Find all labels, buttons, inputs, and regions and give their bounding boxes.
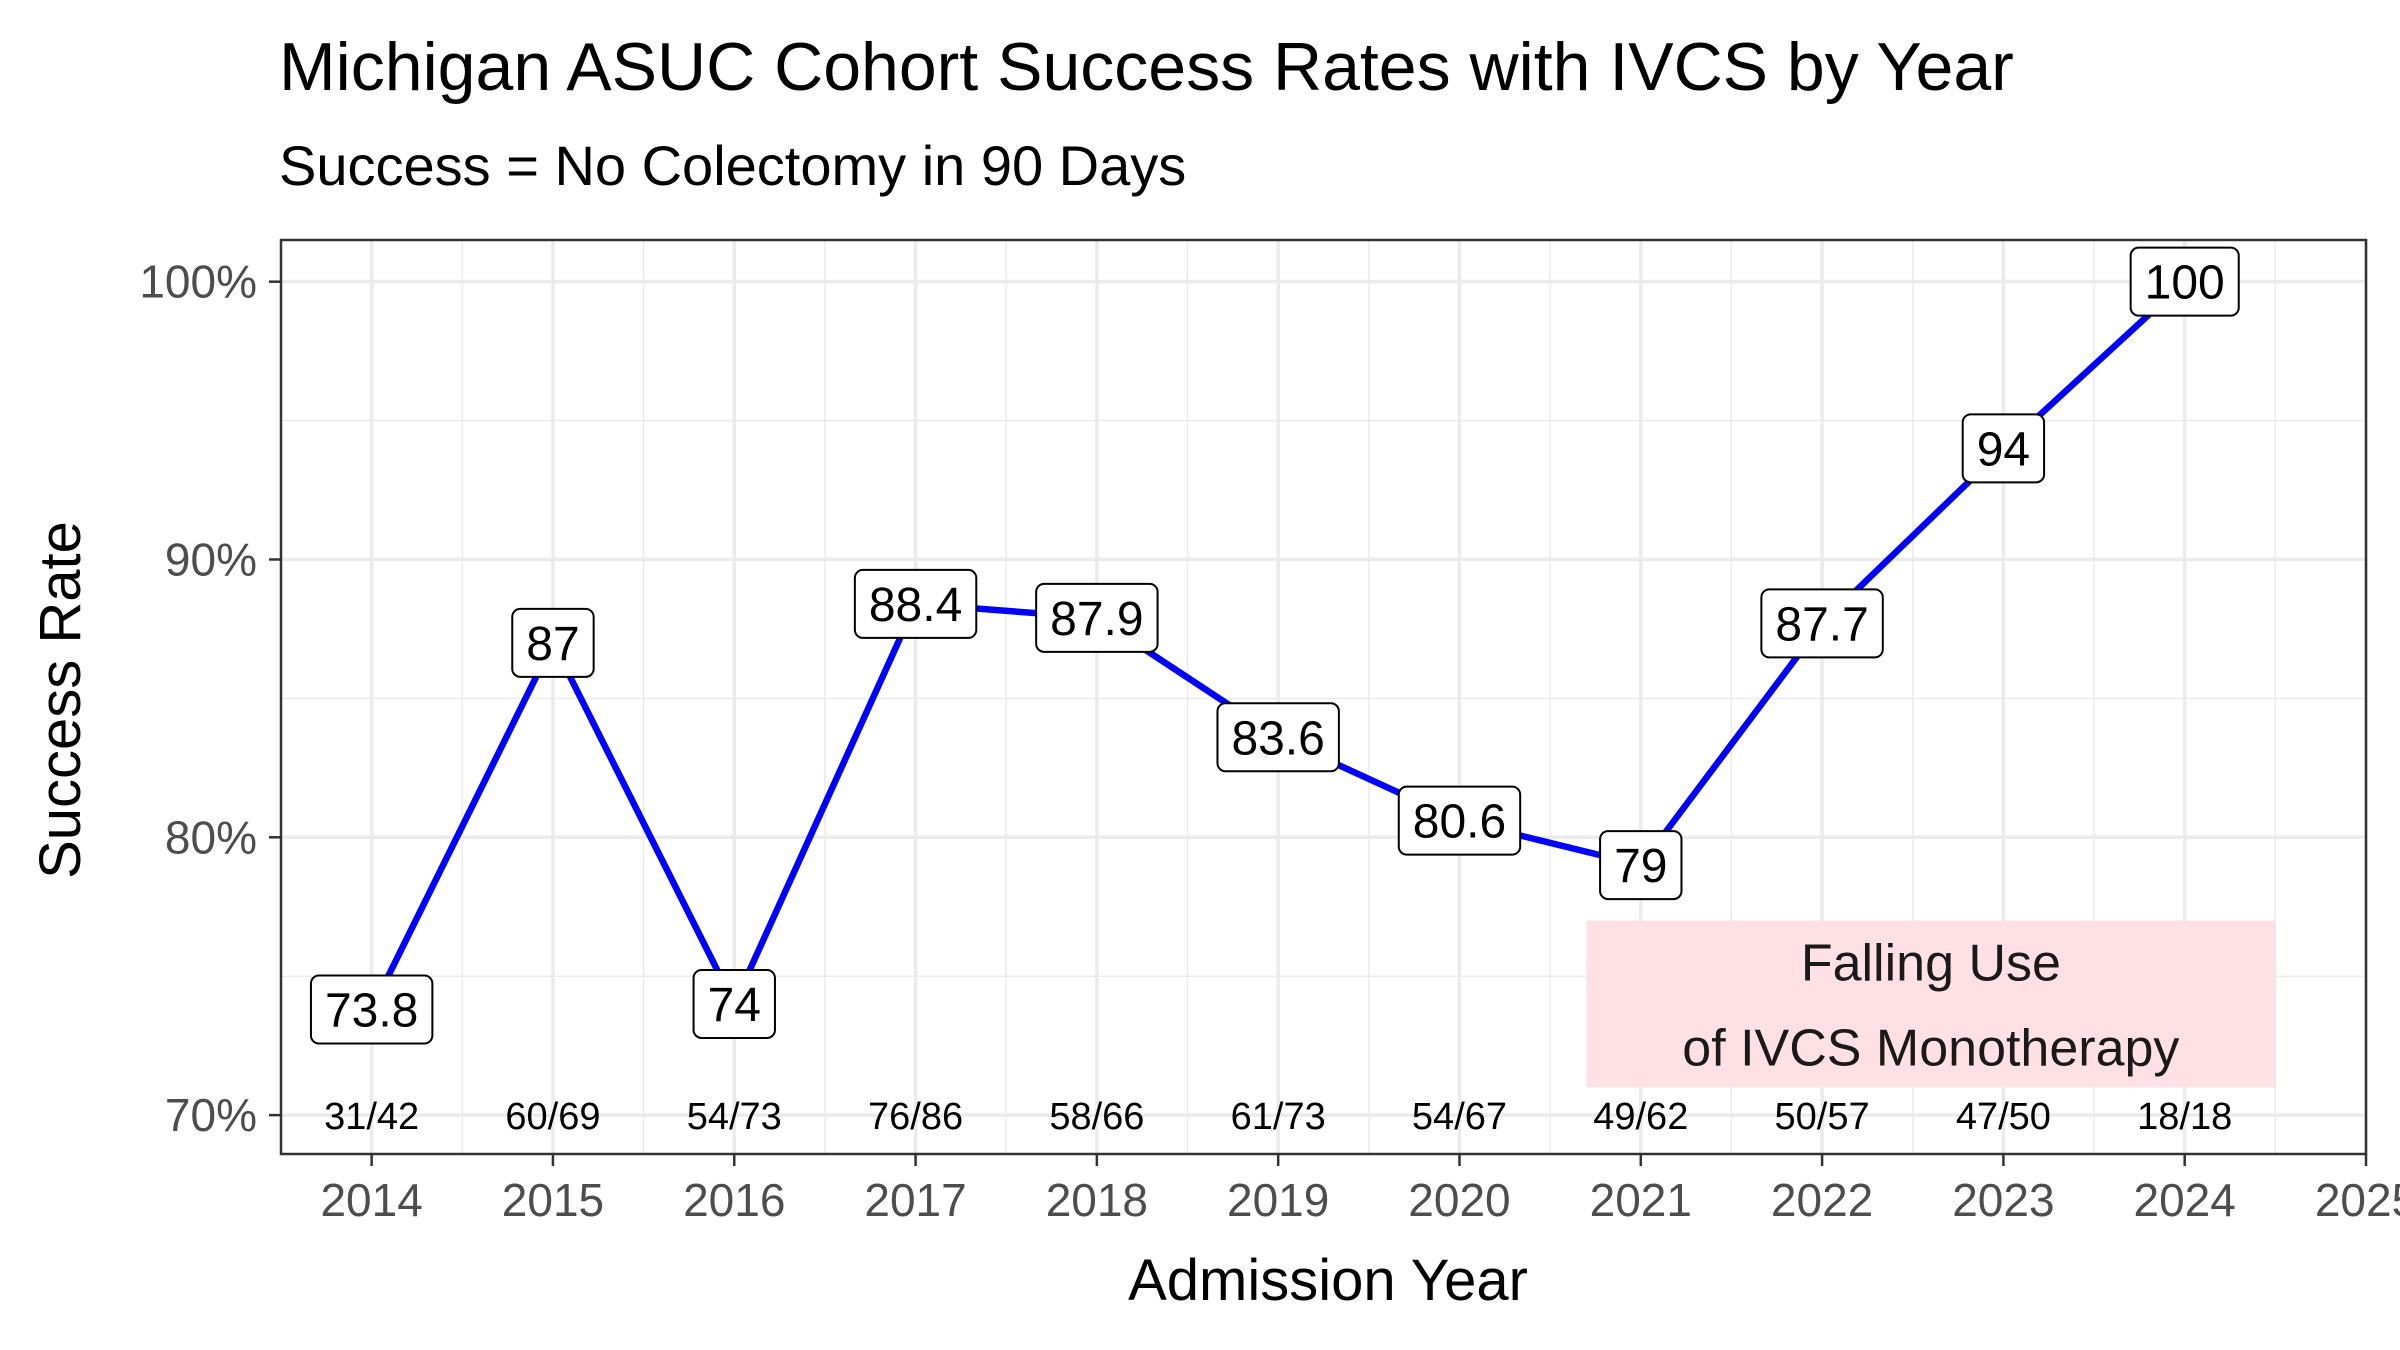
point-label-box <box>1035 582 1159 653</box>
annotation-box: Falling Use of IVCS Monotherapy <box>1586 920 2276 1088</box>
x-tick-label: 2015 <box>502 1174 604 1226</box>
x-tick-label: 2018 <box>1046 1174 1148 1226</box>
point-label-box <box>1961 413 2046 484</box>
x-tick-label: 2022 <box>1771 1174 1873 1226</box>
y-tick-label: 90% <box>165 533 257 585</box>
point-label-text: 83.6 <box>1231 712 1324 765</box>
count-label: 58/66 <box>1049 1096 1144 1138</box>
x-tick-label: 2017 <box>864 1174 966 1226</box>
annotation-text-line: Falling Use <box>1801 935 2061 993</box>
point-label-box <box>692 968 776 1039</box>
point-label-text: 79 <box>1614 840 1667 893</box>
point-label: 88.4 <box>853 568 978 639</box>
point-label-text: 80.6 <box>1413 796 1506 849</box>
x-tick-label: 2025 <box>2315 1174 2400 1226</box>
x-axis-title: Admission Year <box>1128 1248 1528 1313</box>
point-label-box <box>1760 588 1884 659</box>
count-label: 61/73 <box>1231 1096 1326 1138</box>
point-label-box <box>2129 246 2240 317</box>
point-label-box <box>1397 785 1522 856</box>
count-label: 60/69 <box>505 1096 600 1138</box>
point-label: 100 <box>2129 246 2240 317</box>
x-tick-label: 2020 <box>1408 1174 1510 1226</box>
point-label-box <box>853 568 978 639</box>
annotation-text-line: of IVCS Monotherapy <box>1682 1020 2179 1078</box>
x-tick-label: 2014 <box>320 1174 422 1226</box>
x-axis: 2014 2015 2016 2017 2018 2019 2020 2021 2022 2023… <box>320 1154 2400 1226</box>
point-label: 87.7 <box>1760 588 1884 659</box>
chart-subtitle: Success = No Colectomy in 90 Days <box>279 134 1186 197</box>
point-label-box <box>511 607 595 678</box>
point-label: 80.6 <box>1397 785 1522 856</box>
x-tick-label: 2021 <box>1590 1174 1692 1226</box>
count-label: 47/50 <box>1956 1096 2051 1138</box>
point-label-text: 87.7 <box>1775 598 1868 651</box>
point-label: 73.8 <box>309 974 434 1045</box>
count-labels: 31/42 60/69 54/73 76/86 58/66 61/73 54/67 49/62… <box>324 1096 2232 1138</box>
annotation-rect <box>1586 920 2276 1088</box>
point-label-text: 73.8 <box>325 985 418 1038</box>
panel-border <box>279 238 2368 1156</box>
x-tick-label: 2023 <box>1952 1174 2054 1226</box>
point-label: 79 <box>1599 830 1683 901</box>
point-label-text: 88.4 <box>869 579 962 632</box>
count-label: 31/42 <box>324 1096 419 1138</box>
point-label: 74 <box>692 968 776 1039</box>
y-tick-label: 70% <box>165 1089 257 1141</box>
point-label: 83.6 <box>1216 702 1340 773</box>
x-tick-label: 2016 <box>683 1174 785 1226</box>
point-labels: 73.8 87 74 88.4 87.9 83.6 80.6 79 87.7 94 100 <box>309 246 2240 1045</box>
point-label: 94 <box>1961 413 2046 484</box>
point-label-text: 100 <box>2145 257 2225 310</box>
count-label: 54/73 <box>687 1096 782 1138</box>
point-label-text: 94 <box>1977 423 2030 476</box>
point-label-box <box>1216 702 1340 773</box>
y-axis: 70% 80% 90% 100% <box>139 256 281 1141</box>
chart-title: Michigan ASUC Cohort Success Rates with … <box>279 29 2014 105</box>
point-label: 87.9 <box>1035 582 1159 653</box>
point-label-text: 74 <box>708 979 761 1032</box>
count-label: 76/86 <box>868 1096 963 1138</box>
count-label: 50/57 <box>1775 1096 1870 1138</box>
point-label-box <box>309 974 434 1045</box>
count-label: 54/67 <box>1412 1096 1507 1138</box>
y-tick-label: 100% <box>139 256 257 308</box>
x-tick-label: 2024 <box>2134 1174 2236 1226</box>
count-label: 18/18 <box>2137 1096 2232 1138</box>
x-tick-label: 2019 <box>1227 1174 1329 1226</box>
point-label-text: 87 <box>526 618 579 671</box>
point-label: 87 <box>511 607 595 678</box>
count-label: 49/62 <box>1593 1096 1688 1138</box>
y-tick-label: 80% <box>165 811 257 863</box>
point-label-text: 87.9 <box>1050 593 1143 646</box>
point-label-box <box>1599 830 1683 901</box>
y-axis-title: Success Rate <box>28 521 93 879</box>
